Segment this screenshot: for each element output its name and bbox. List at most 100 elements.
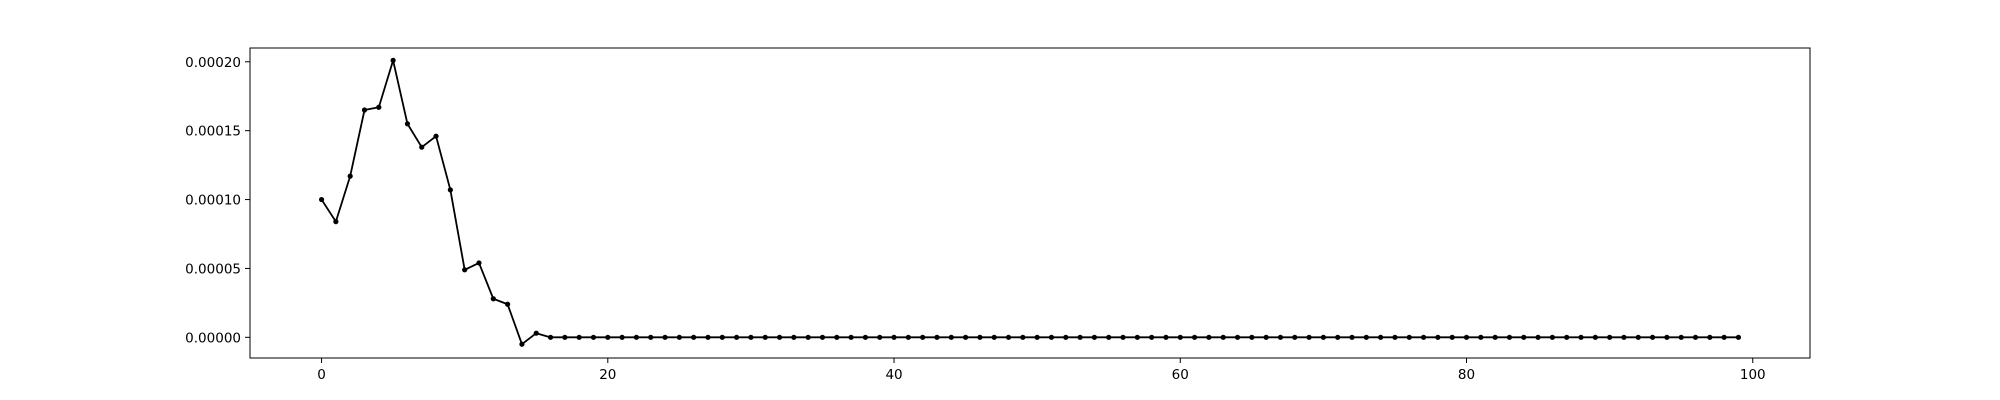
data-point [805, 334, 811, 340]
data-point [1292, 334, 1298, 340]
data-point [505, 301, 511, 307]
data-point [1649, 334, 1656, 340]
data-point [1492, 334, 1498, 340]
data-point [962, 334, 969, 340]
data-point [1592, 334, 1598, 340]
y-tick-label: 0.00015 [185, 124, 241, 140]
data-point [1335, 334, 1341, 340]
data-point [791, 334, 797, 340]
data-point [1607, 334, 1613, 340]
data-point [748, 334, 754, 340]
data-point [1564, 334, 1570, 340]
data-point [705, 334, 711, 340]
data-point [562, 334, 568, 340]
data-point [1721, 334, 1727, 340]
data-point [1320, 334, 1326, 340]
data-point [462, 267, 468, 273]
plot-frame [249, 47, 1811, 359]
data-point [1635, 334, 1641, 340]
x-tick-label: 40 [885, 367, 902, 383]
data-point [905, 334, 911, 340]
data-point [361, 107, 368, 113]
data-point [1392, 334, 1398, 340]
data-point [447, 187, 453, 193]
x-axis: 0 20 40 60 80 100 [317, 358, 1766, 383]
data-point [1234, 334, 1241, 340]
series-layer [318, 57, 1742, 347]
data-point [734, 334, 740, 340]
y-axis: 0.00000 0.00005 0.00010 0.00015 0.00020 [185, 55, 250, 346]
data-point [590, 334, 597, 340]
data-point [1692, 334, 1699, 340]
data-point [1435, 334, 1441, 340]
data-point [333, 219, 339, 225]
data-point [1020, 334, 1026, 340]
data-point [1048, 334, 1055, 340]
data-point [1277, 334, 1284, 340]
data-point [1420, 334, 1427, 340]
x-tick-label: 60 [1172, 367, 1189, 383]
data-point [519, 341, 525, 347]
data-point [691, 334, 697, 340]
data-point [648, 334, 654, 340]
data-point [1091, 334, 1098, 340]
data-point [390, 57, 396, 64]
data-point [1578, 334, 1584, 340]
data-point [1134, 334, 1140, 340]
data-point [1664, 334, 1670, 340]
data-point [977, 334, 983, 340]
data-point [533, 330, 539, 336]
data-point [1678, 334, 1684, 340]
data-point [934, 334, 940, 340]
data-point [476, 260, 482, 266]
data-point [676, 334, 682, 340]
x-tick-label: 100 [1740, 367, 1766, 383]
data-point [1063, 334, 1069, 340]
data-point [318, 196, 325, 203]
data-point [862, 334, 869, 340]
data-point [920, 334, 926, 340]
y-tick-label: 0.00005 [185, 261, 241, 277]
data-point [991, 334, 997, 340]
data-point [719, 334, 725, 340]
data-point [1034, 334, 1040, 340]
data-point [1206, 334, 1212, 340]
data-point [547, 334, 554, 340]
data-point [1478, 334, 1484, 340]
series-line [320, 59, 1739, 346]
data-point [1149, 334, 1155, 340]
data-point [762, 334, 768, 340]
data-point [662, 334, 668, 340]
data-point [404, 121, 411, 127]
data-point [633, 334, 640, 340]
data-point [1005, 334, 1012, 340]
x-tick-label: 0 [317, 367, 326, 383]
data-point [1549, 334, 1555, 340]
x-tick-label: 80 [1458, 367, 1475, 383]
data-point [1735, 334, 1742, 340]
data-point [1506, 334, 1513, 340]
data-point [1077, 334, 1083, 340]
data-point [1249, 334, 1255, 340]
data-point [1521, 334, 1527, 340]
data-point [1349, 334, 1355, 340]
data-point [1306, 334, 1312, 340]
data-point [1363, 334, 1369, 340]
data-point [1535, 334, 1541, 340]
data-point [819, 334, 826, 340]
data-point [1163, 334, 1169, 340]
data-point [1220, 334, 1226, 340]
data-point [1621, 334, 1627, 340]
data-point [776, 334, 783, 340]
data-point [419, 144, 425, 150]
data-point [433, 133, 439, 139]
data-point [576, 334, 582, 340]
data-point [619, 334, 625, 340]
data-point [1463, 334, 1470, 340]
data-point [1449, 334, 1455, 340]
data-point [1378, 334, 1384, 340]
data-point [848, 334, 854, 340]
data-point [891, 334, 897, 340]
data-point [877, 334, 883, 340]
